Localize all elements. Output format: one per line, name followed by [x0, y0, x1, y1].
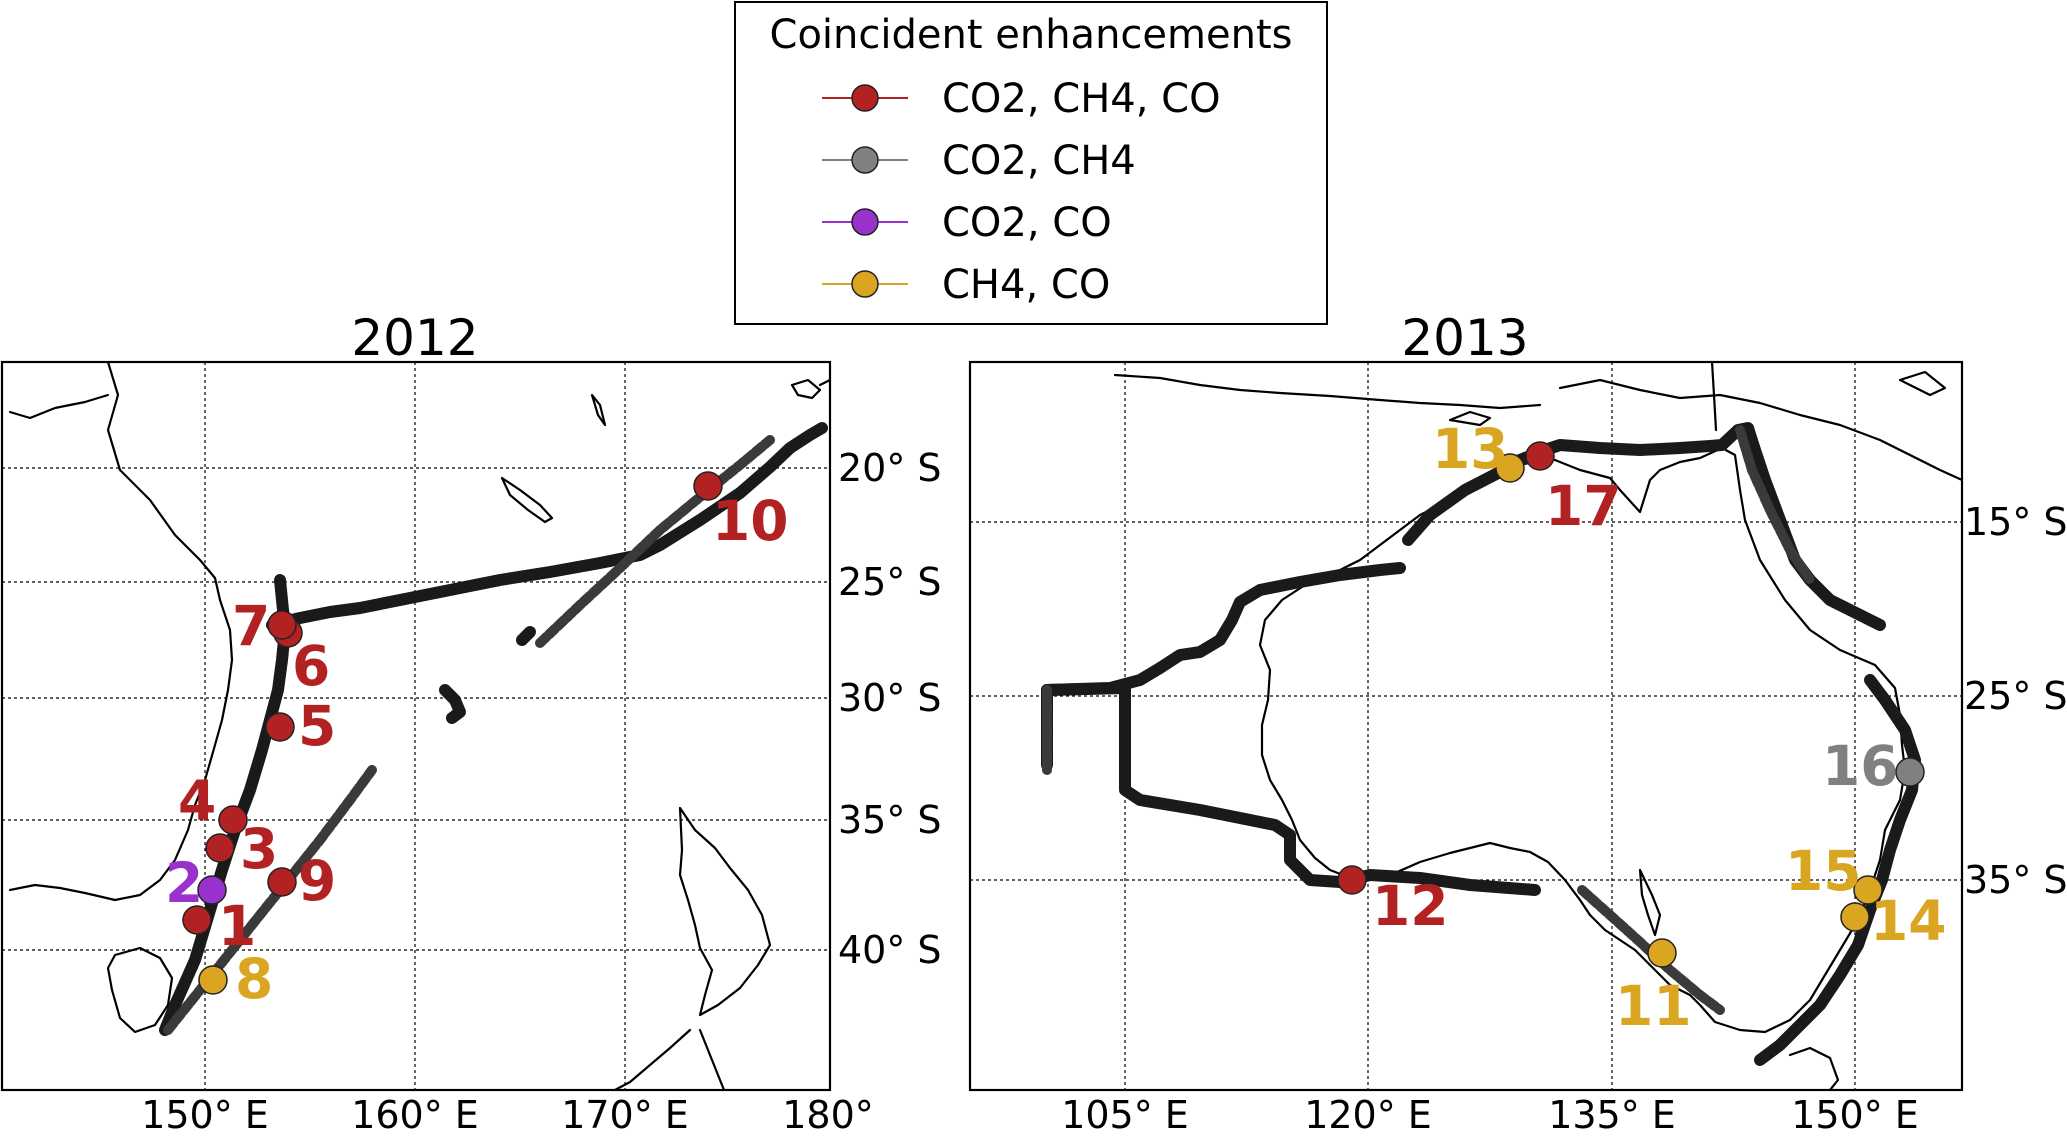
legend-marker-4: [851, 270, 879, 298]
y-tick-2012-3: 30° S: [838, 676, 942, 720]
y-ticks-2013: 15° S 25° S 35° S: [1964, 500, 2067, 902]
y-tick-2012-2: 25° S: [838, 560, 942, 604]
map-area-2012: [2, 362, 830, 1090]
legend-marker-1: [851, 84, 879, 112]
legend-entry-4: CH4, CO: [822, 262, 1110, 308]
panel-title-2013: 2013: [1401, 309, 1528, 367]
point-label-17: 17: [1545, 474, 1622, 538]
point-label-6: 6: [292, 634, 330, 698]
ship-track-2013: [1041, 422, 1921, 1066]
observation-point-3[interactable]: [205, 833, 235, 863]
point-label-10: 10: [712, 489, 789, 553]
observation-point-15[interactable]: [1853, 875, 1883, 905]
legend-label-2: CO2, CH4: [942, 138, 1136, 184]
legend-entry-3: CO2, CO: [822, 200, 1112, 246]
y-tick-2012-1: 20° S: [838, 446, 942, 490]
x-tick-2013-4: 150° E: [1791, 1093, 1919, 1134]
point-labels-2012: 1 2 3 4 5 6 7 8 9 10: [165, 489, 789, 1011]
observation-point-9[interactable]: [267, 867, 297, 897]
observation-point-7[interactable]: [267, 610, 297, 640]
legend-marker-3: [851, 208, 879, 236]
observation-point-10[interactable]: [693, 471, 723, 501]
y-ticks-2012: 20° S 25° S 30° S 35° S 40° S: [838, 446, 942, 972]
observation-point-4[interactable]: [218, 805, 248, 835]
point-label-11: 11: [1615, 974, 1692, 1038]
map-panel-2013: 2013: [968, 309, 2067, 1137]
legend: Coincident enhancements CO2, CH4, CO CO2…: [734, 1, 1328, 325]
y-tick-2012-5: 40° S: [838, 928, 942, 972]
observation-point-16[interactable]: [1895, 757, 1925, 787]
coastline-2012: [8, 362, 830, 1090]
legend-label-4: CH4, CO: [942, 262, 1110, 308]
point-label-14: 14: [1870, 889, 1947, 953]
observation-point-5[interactable]: [265, 712, 295, 742]
x-tick-2012-1: 150° E: [141, 1093, 269, 1134]
observation-point-2[interactable]: [197, 875, 227, 905]
y-tick-2013-2: 25° S: [1964, 674, 2067, 718]
legend-entry-2: CO2, CH4: [822, 138, 1136, 184]
x-tick-2012-3: 170° E: [561, 1093, 689, 1134]
graticule-2013: [970, 362, 1962, 1090]
legend-label-3: CO2, CO: [942, 200, 1112, 246]
point-label-7: 7: [232, 594, 270, 658]
point-label-16: 16: [1822, 734, 1899, 798]
point-label-4: 4: [178, 769, 216, 833]
point-label-3: 3: [240, 817, 278, 881]
x-tick-2013-2: 120° E: [1304, 1093, 1432, 1134]
x-tick-2013-1: 105° E: [1061, 1093, 1189, 1134]
coastline-2013: [1113, 362, 1962, 1090]
map-panel-2012: 2012: [0, 309, 942, 1137]
observation-point-8[interactable]: [198, 965, 228, 995]
map-frame-2013: [968, 360, 1964, 1092]
map-frame-2012: [0, 360, 832, 1092]
observation-point-13[interactable]: [1495, 453, 1525, 483]
x-tick-2012-2: 160° E: [351, 1093, 479, 1134]
observation-point-14[interactable]: [1840, 902, 1870, 932]
point-labels-2013: 11 12 13 14 15 16 17: [1372, 417, 1947, 1038]
map-area-2013: [970, 362, 1962, 1090]
legend-marker-2: [851, 146, 879, 174]
points-2012: [182, 471, 723, 995]
legend-title: Coincident enhancements: [770, 12, 1293, 58]
legend-label-1: CO2, CH4, CO: [942, 76, 1221, 122]
y-tick-2013-1: 15° S: [1964, 500, 2067, 544]
x-ticks-2013: 105° E 120° E 135° E 150° E: [1061, 1093, 1919, 1137]
x-ticks-2012: 150° E 160° E 170° E 180°: [141, 1093, 874, 1137]
observation-point-12[interactable]: [1337, 865, 1367, 895]
y-tick-2012-4: 35° S: [838, 798, 942, 842]
observation-point-1[interactable]: [182, 905, 212, 935]
x-tick-2013-3: 135° E: [1548, 1093, 1676, 1134]
graticule-2012: [2, 362, 830, 1090]
point-label-5: 5: [298, 694, 336, 758]
observation-point-17[interactable]: [1525, 441, 1555, 471]
point-label-1: 1: [218, 894, 256, 958]
y-tick-2013-3: 35° S: [1964, 858, 2067, 902]
legend-entry-1: CO2, CH4, CO: [822, 76, 1221, 122]
point-label-15: 15: [1785, 839, 1862, 903]
point-label-9: 9: [298, 849, 336, 913]
point-label-13: 13: [1432, 417, 1509, 481]
legend-box: [734, 1, 1328, 325]
point-label-8: 8: [235, 947, 273, 1011]
observation-point-11[interactable]: [1647, 938, 1677, 968]
point-label-12: 12: [1372, 874, 1449, 938]
points-2013: [1337, 441, 1925, 968]
point-label-2: 2: [165, 851, 203, 915]
panel-title-2012: 2012: [351, 309, 478, 367]
x-tick-2012-4: 180°: [782, 1093, 874, 1134]
